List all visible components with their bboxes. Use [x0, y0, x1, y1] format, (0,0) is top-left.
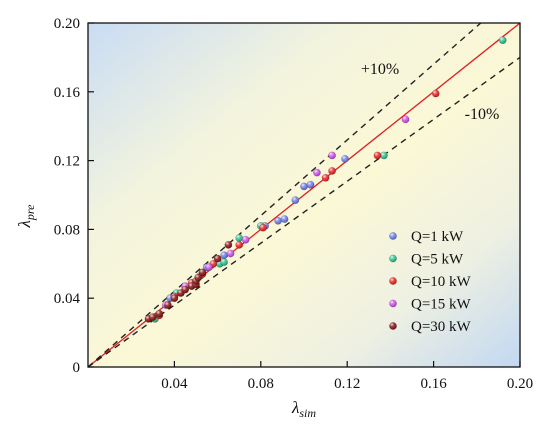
- y-tick-label: 0.16: [54, 85, 81, 101]
- legend-marker-shine: [389, 299, 397, 308]
- annotation-plus-10: +10%: [361, 61, 399, 78]
- data-point-shine: [214, 255, 222, 263]
- reference-line-1: [88, 23, 482, 367]
- data-point-shine: [164, 301, 172, 309]
- data-point-shine: [242, 236, 250, 244]
- reference-line-0: [88, 23, 520, 367]
- data-point-shine: [274, 217, 282, 225]
- x-tick-label: 0.08: [248, 376, 274, 392]
- x-axis-ticks: 0.04 0.08 0.12 0.16 0.20: [161, 361, 533, 392]
- y-axis-ticks: 0 0.04 0.08 0.12 0.16 0.20: [54, 16, 94, 376]
- data-point-shine: [226, 249, 235, 258]
- x-tick-label: 0.16: [420, 376, 447, 392]
- y-axis-symbol: λ: [15, 220, 34, 228]
- data-point-shine: [328, 167, 336, 175]
- data-point-shine: [380, 151, 388, 160]
- data-point-shine: [306, 181, 315, 189]
- data-point-shine: [300, 182, 308, 190]
- legend-label: Q=30 kW: [411, 319, 472, 335]
- data-point-shine: [235, 241, 243, 249]
- y-tick-label: 0.04: [54, 291, 81, 307]
- data-points: [144, 36, 507, 323]
- data-point-shine: [224, 241, 232, 249]
- legend-marker-shine: [389, 254, 397, 263]
- legend-marker-shine: [389, 232, 397, 240]
- data-point-shine: [291, 196, 299, 204]
- y-tick-label: 0.08: [54, 222, 80, 238]
- data-point-shine: [170, 294, 178, 302]
- data-point-shine: [373, 151, 382, 160]
- legend-label: Q=1 kW: [411, 229, 464, 245]
- data-point-shine: [181, 286, 189, 294]
- data-point-shine: [322, 174, 330, 182]
- legend-marker-shine: [389, 322, 397, 330]
- legend-marker-shine: [389, 277, 397, 285]
- y-axis-label: λpre: [15, 204, 37, 229]
- annotation-minus-10: -10%: [465, 106, 500, 123]
- y-tick-label: 0.20: [54, 16, 80, 32]
- legend-label: Q=10 kW: [411, 274, 472, 290]
- data-point-shine: [194, 273, 202, 282]
- data-point-shine: [259, 224, 267, 232]
- y-tick-label: 0: [73, 360, 81, 376]
- x-tick-label: 0.20: [507, 376, 533, 392]
- x-tick-label: 0.12: [334, 376, 360, 392]
- data-point-shine: [198, 268, 207, 276]
- plot-frame: [87, 22, 521, 368]
- y-tick-label: 0.12: [54, 154, 80, 170]
- data-point-shine: [313, 169, 321, 177]
- data-point-shine: [220, 258, 228, 266]
- data-point-shine: [205, 263, 213, 271]
- data-point-shine: [401, 115, 410, 123]
- data-point-shine: [432, 89, 440, 98]
- data-point-shine: [155, 310, 163, 318]
- data-point-shine: [328, 151, 336, 160]
- legend-label: Q=15 kW: [411, 297, 472, 313]
- data-point-shine: [341, 155, 349, 163]
- data-point-shine: [149, 313, 157, 321]
- data-point-shine: [235, 234, 243, 242]
- data-point-shine: [220, 251, 228, 259]
- legend: Q=1 kW Q=5 kW Q=10 kW Q=15 kW Q=30 kW: [389, 229, 472, 335]
- data-point-shine: [499, 36, 507, 44]
- legend-label: Q=5 kW: [411, 252, 464, 268]
- x-axis-subscript: sim: [299, 406, 316, 420]
- x-axis-label: λsim: [291, 398, 316, 420]
- data-point-shine: [280, 215, 289, 223]
- x-axis-symbol: λ: [291, 398, 299, 417]
- x-tick-label: 0.04: [161, 376, 188, 392]
- y-axis-subscript: pre: [23, 204, 37, 221]
